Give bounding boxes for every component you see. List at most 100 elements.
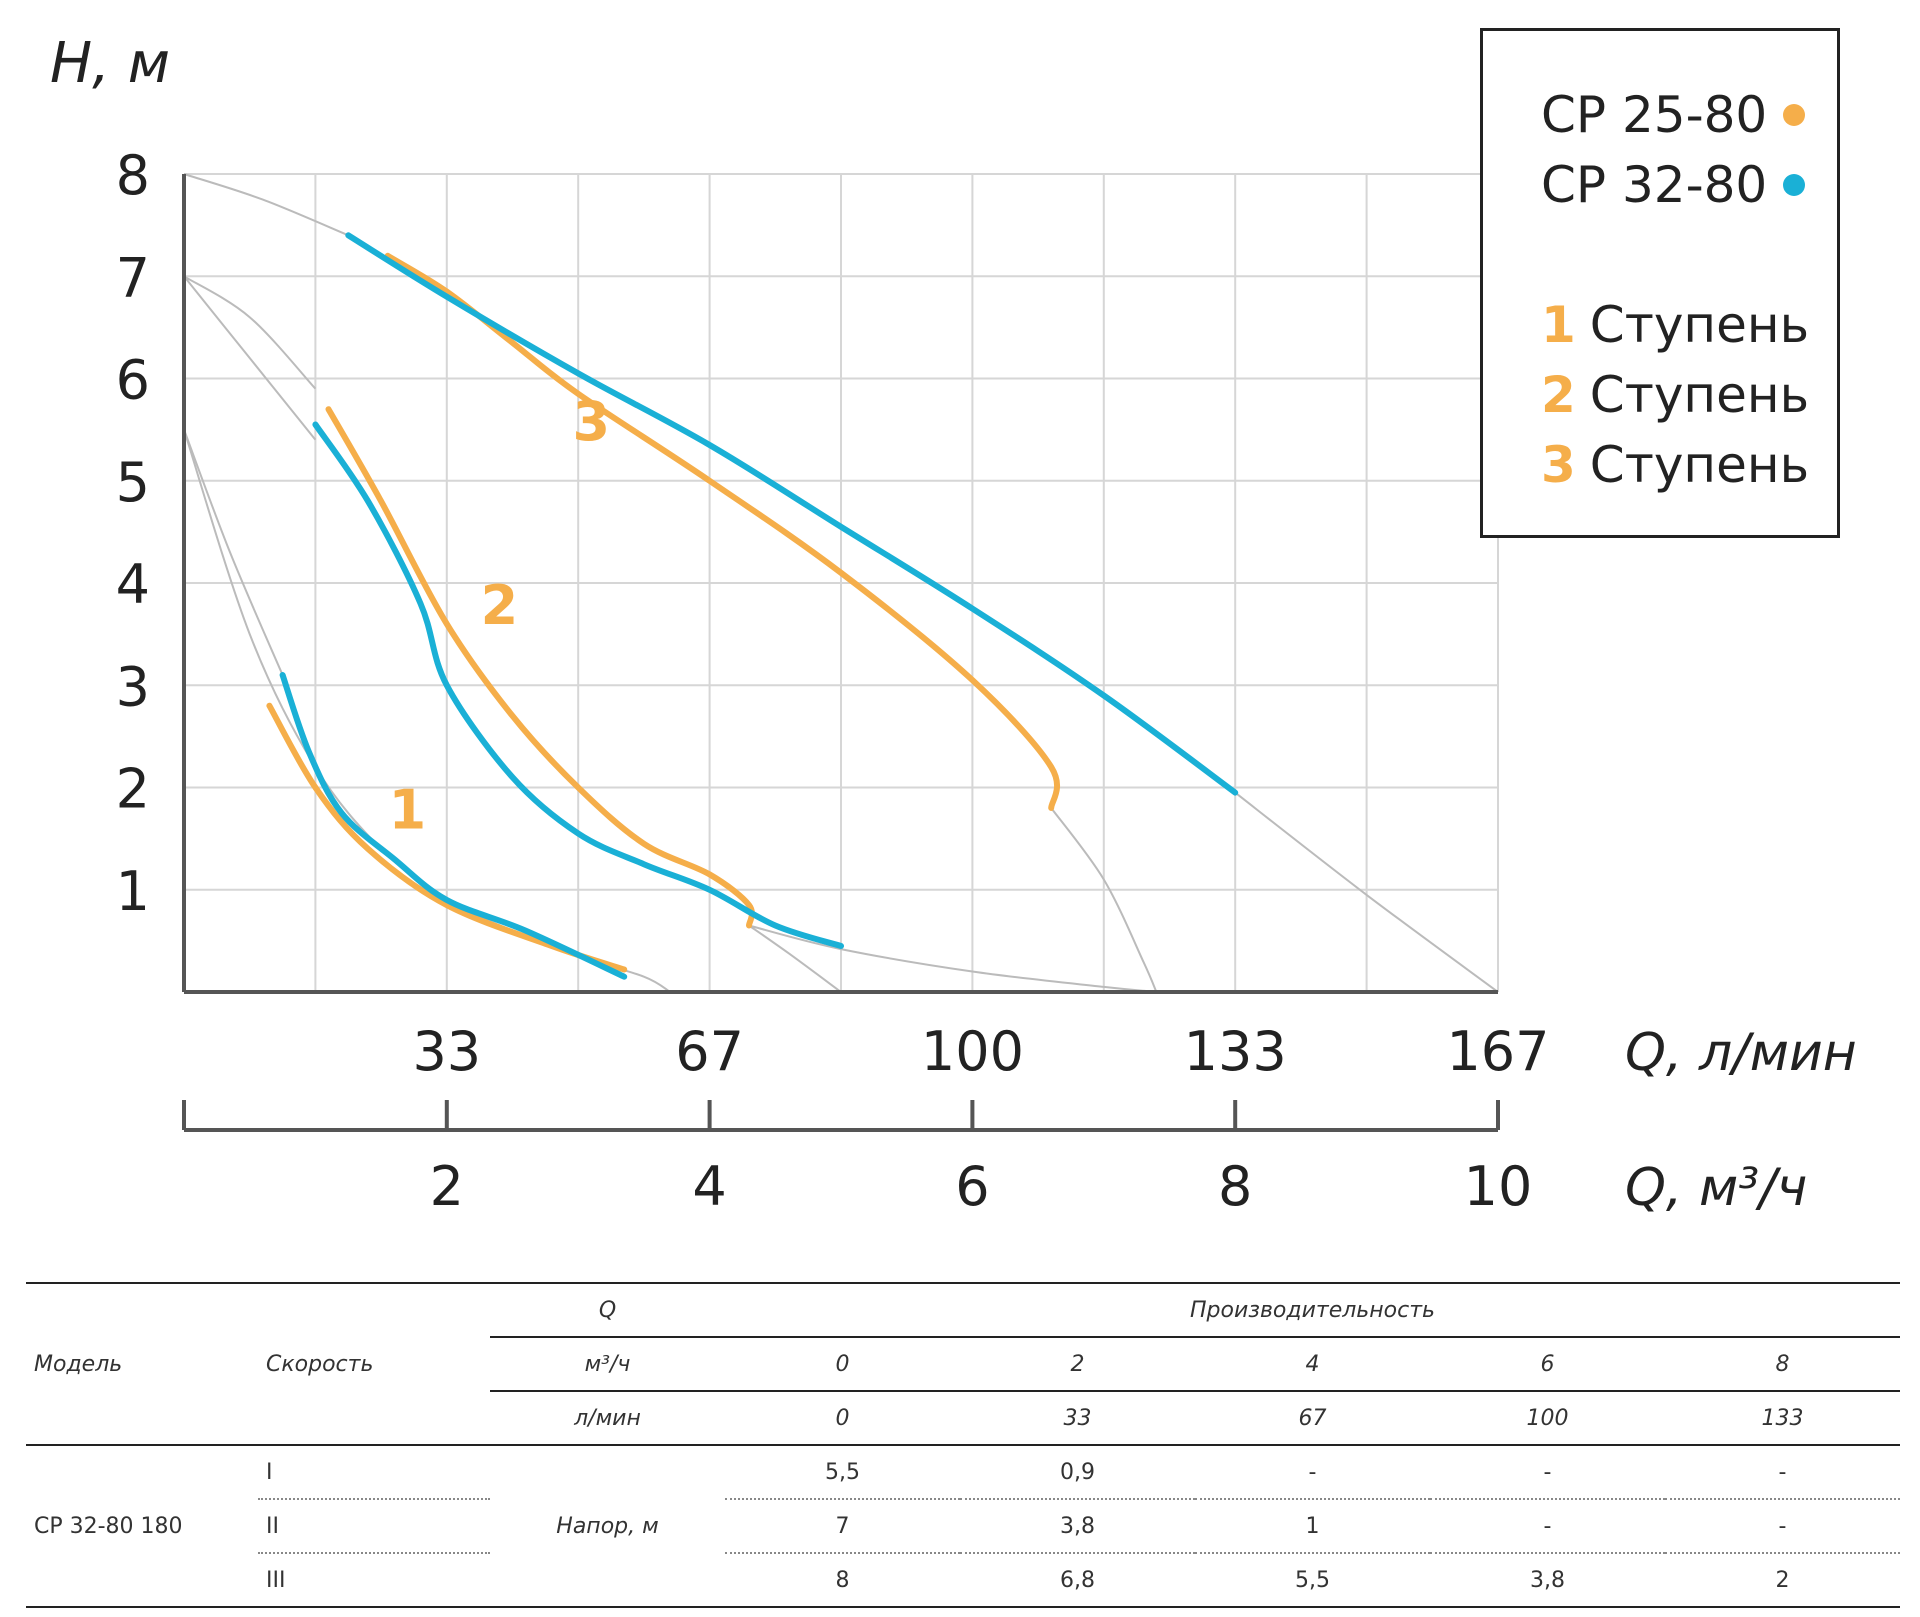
table-cell: 100	[1430, 1391, 1665, 1446]
y-tick-label: 3	[116, 655, 150, 718]
table-cell: -	[1430, 1499, 1665, 1554]
speed-cell: III	[258, 1553, 490, 1608]
y-tick-label: 7	[116, 246, 150, 309]
table-cell: 0	[725, 1391, 960, 1446]
x-tick-label-m3h: 2	[430, 1155, 464, 1218]
envelope-line	[748, 924, 842, 993]
table-cell: 8	[1665, 1337, 1900, 1392]
stage-label: 2	[481, 574, 519, 637]
legend-label: CP 32-80	[1541, 156, 1768, 214]
chart-legend: CP 25-80 CP 32-80 1 Ступень 2 Ступень 3 …	[1480, 28, 1840, 538]
legend-item-cp32: CP 32-80	[1541, 156, 1806, 214]
series-line	[312, 421, 844, 949]
series-line	[266, 702, 628, 973]
x-tick-label-lmin: 100	[921, 1020, 1024, 1083]
legend-item-cp25: CP 25-80	[1541, 86, 1806, 144]
series-line	[345, 232, 1239, 796]
series-line	[279, 672, 628, 980]
q-header: Q	[490, 1282, 725, 1338]
perf-header: Производительность	[725, 1282, 1900, 1338]
table-cell: 2	[960, 1337, 1195, 1392]
speed-header: Скорость	[258, 1282, 490, 1446]
x-tick-label-m3h: 4	[692, 1155, 726, 1218]
performance-curves	[266, 232, 1239, 980]
table-row-lmin: л/мин 0 33 67 100 133	[26, 1391, 1900, 1446]
stage-number: 2	[1541, 366, 1576, 424]
series-line	[384, 252, 1060, 811]
table-cell: -	[1195, 1445, 1430, 1500]
table-cell: 8	[725, 1553, 960, 1608]
x-tick-label-lmin: 67	[675, 1020, 744, 1083]
table-cell: 2	[1665, 1553, 1900, 1608]
x-tick-label-m3h: 8	[1218, 1155, 1252, 1218]
table-row: II 7 3,8 1 - -	[26, 1499, 1900, 1554]
table-cell: 6	[1430, 1337, 1665, 1392]
envelope-line	[183, 429, 284, 676]
table-cell: 7	[725, 1499, 960, 1554]
series-line	[325, 406, 755, 929]
legend-stage-2: 2 Ступень	[1541, 366, 1809, 424]
x-tick-label-lmin: 167	[1446, 1020, 1549, 1083]
x-axis-secondary-title: Q, м³/ч	[1625, 1158, 1807, 1218]
table-header-row: Модель Скорость Q Производительность	[26, 1282, 1900, 1446]
orange-dot-icon	[1783, 104, 1806, 126]
table-cell: 6,8	[960, 1553, 1195, 1608]
speed-cell: II	[258, 1499, 490, 1554]
y-axis-title: H, м	[50, 31, 170, 96]
envelope-line	[748, 924, 1157, 993]
x-tick-label-lmin: 33	[412, 1020, 481, 1083]
table-row-m3h: м³/ч 0 2 4 6 8	[26, 1337, 1900, 1392]
chart-axes	[182, 174, 1500, 1132]
envelope-line	[183, 173, 349, 237]
table-cell: 4	[1195, 1337, 1430, 1392]
table-cell: 67	[1195, 1391, 1430, 1446]
table-row: CP 32-80 180 I Напор, м 5,5 0,9 - - -	[26, 1445, 1900, 1608]
stage-label: 1	[389, 778, 427, 841]
stage-number: 1	[1541, 296, 1576, 354]
x-axis-title: Q, л/мин	[1625, 1023, 1857, 1083]
x-tick-label-m3h: 6	[955, 1155, 989, 1218]
x-tick-label-lmin: 133	[1184, 1020, 1287, 1083]
stage-number: 3	[1541, 436, 1576, 494]
table-cell: -	[1430, 1445, 1665, 1500]
table-cell: -	[1665, 1445, 1900, 1500]
y-tick-label: 2	[116, 758, 150, 821]
table-cell: 33	[960, 1391, 1195, 1446]
envelope-line	[183, 275, 317, 441]
legend-stage-1: 1 Ступень	[1541, 296, 1809, 354]
legend-stage-3: 3 Ступень	[1541, 436, 1809, 494]
table-cell: 0,9	[960, 1445, 1195, 1500]
blue-dot-icon	[1783, 174, 1806, 196]
model-header: Модель	[26, 1282, 258, 1446]
table-cell: 133	[1665, 1391, 1900, 1446]
y-tick-label: 1	[116, 860, 150, 923]
legend-label: CP 25-80	[1541, 86, 1768, 144]
unit-m3h: м³/ч	[490, 1337, 725, 1392]
y-tick-label: 5	[116, 451, 150, 514]
stage-label: 3	[573, 390, 611, 453]
y-tick-label: 8	[116, 144, 150, 207]
y-tick-label: 4	[116, 553, 150, 616]
envelope-line	[1050, 807, 1158, 993]
stage-label: Ступень	[1589, 296, 1810, 354]
chart-grid	[184, 173, 1499, 992]
envelope-line	[1234, 791, 1499, 993]
table-cell: -	[1665, 1499, 1900, 1554]
table-cell: 5,5	[725, 1445, 960, 1500]
table-cell: 5,5	[1195, 1553, 1430, 1608]
table-cell: 3,8	[1430, 1553, 1665, 1608]
envelope-line	[183, 275, 317, 390]
envelope-line	[183, 429, 671, 993]
table-cell: 0	[725, 1337, 960, 1392]
table-cell: 1	[1195, 1499, 1430, 1554]
x-tick-label-m3h: 10	[1464, 1155, 1533, 1218]
head-label: Напор, м	[490, 1445, 725, 1608]
performance-table: Модель Скорость Q Производительность м³/…	[26, 1282, 1900, 1608]
table-row: III 8 6,8 5,5 3,8 2	[26, 1553, 1900, 1608]
stage-label: Ступень	[1589, 436, 1810, 494]
model-cell: CP 32-80 180	[26, 1445, 258, 1608]
y-tick-label: 6	[116, 349, 150, 412]
stage-label: Ступень	[1589, 366, 1810, 424]
